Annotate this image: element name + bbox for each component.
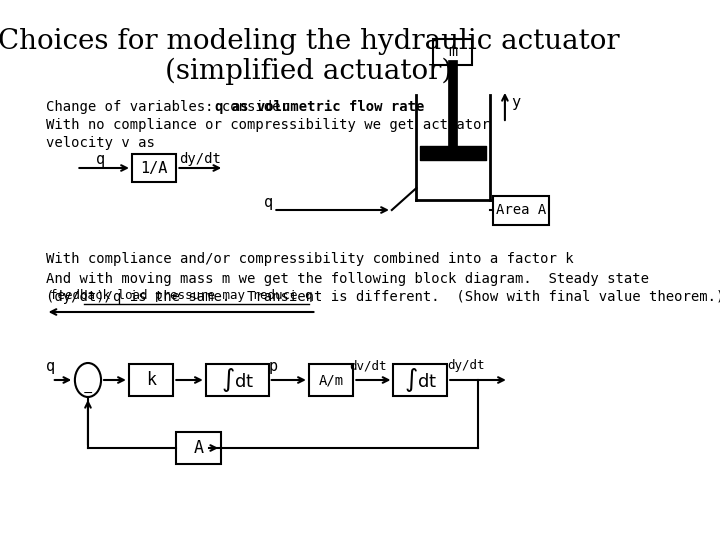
Text: A: A (194, 439, 204, 457)
Text: $\int$dt: $\int$dt (404, 366, 437, 394)
Text: q: q (96, 152, 106, 167)
Bar (493, 196, 549, 225)
Text: $\int$dt: $\int$dt (220, 366, 254, 394)
Text: dy/dt: dy/dt (179, 152, 221, 166)
Text: Change of variables: consider: Change of variables: consider (45, 100, 297, 114)
Text: Choices for modeling the hydraulic actuator: Choices for modeling the hydraulic actua… (0, 28, 619, 55)
Text: −: − (83, 387, 93, 400)
Bar (433, 39, 472, 65)
Text: (dy/dt)/q is the same.  Transient is different.  (Show with final value theorem.: (dy/dt)/q is the same. Transient is diff… (45, 290, 720, 304)
Text: m: m (448, 44, 457, 59)
Text: Area A: Area A (496, 203, 546, 217)
Text: (simplified actuator): (simplified actuator) (165, 58, 452, 85)
Text: feedback load pressure may reduce q: feedback load pressure may reduce q (50, 289, 312, 302)
Text: y: y (511, 96, 520, 111)
Text: q: q (45, 359, 55, 374)
Text: k: k (146, 371, 156, 389)
Bar (129, 364, 174, 396)
Bar (206, 364, 269, 396)
Text: q: q (264, 195, 274, 211)
Text: With compliance and/or compressibility combined into a factor k: With compliance and/or compressibility c… (45, 252, 573, 266)
Text: dv/dt: dv/dt (349, 360, 387, 373)
Bar (132, 154, 176, 182)
Bar (176, 432, 221, 464)
Text: 1/A: 1/A (140, 160, 168, 176)
Bar (309, 364, 354, 396)
Text: And with moving mass m we get the following block diagram.  Steady state: And with moving mass m we get the follow… (45, 272, 649, 286)
Text: velocity v as: velocity v as (45, 136, 155, 150)
Text: p: p (269, 359, 278, 374)
Text: A/m: A/m (318, 373, 343, 387)
Bar (393, 364, 447, 396)
Text: With no compliance or compressibility we get actuator: With no compliance or compressibility we… (45, 118, 490, 132)
Text: q as volumetric flow rate: q as volumetric flow rate (215, 100, 424, 114)
Text: dy/dt: dy/dt (448, 360, 485, 373)
